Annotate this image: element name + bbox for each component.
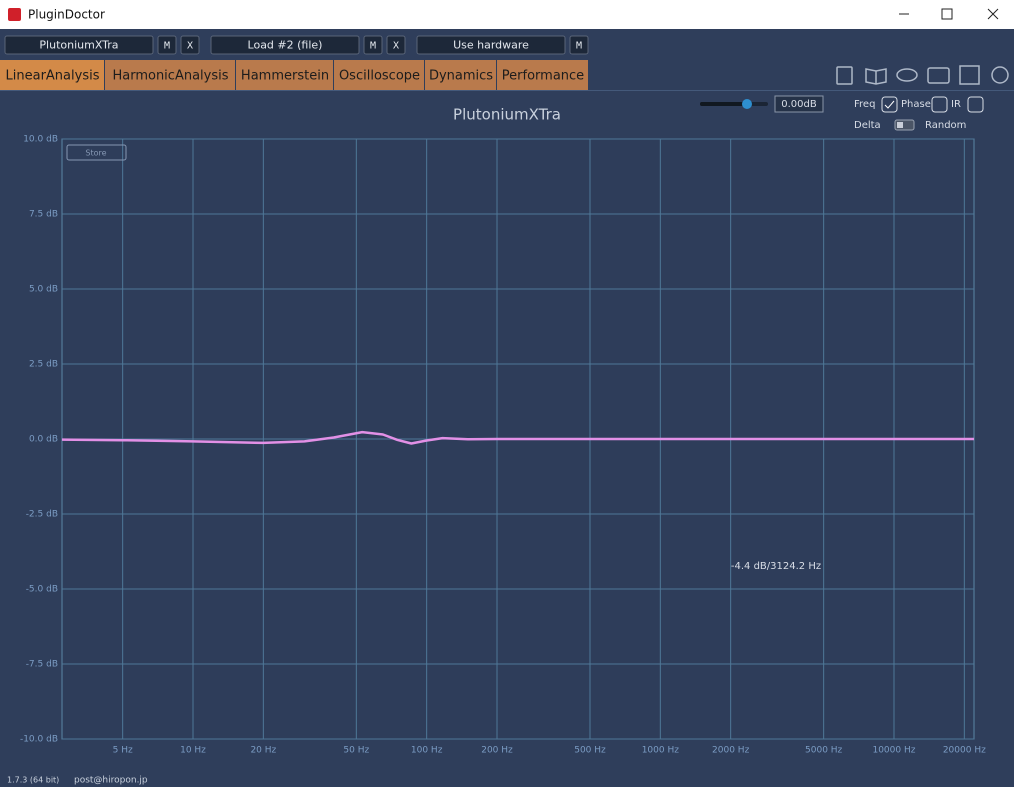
toolbar-button-label: M	[370, 41, 376, 52]
app-icon	[8, 8, 21, 21]
contact: post@hiropon.jp	[74, 776, 148, 786]
random-label: Random	[925, 120, 966, 131]
compare-icon[interactable]	[959, 65, 980, 85]
toolbar-button-label: X	[187, 41, 193, 52]
tab[interactable]	[105, 60, 235, 90]
tab[interactable]	[236, 60, 333, 90]
x-tick-label: 100 Hz	[411, 746, 443, 756]
y-tick-label: 0.0 dB	[29, 435, 58, 445]
tab-label: Hammerstein	[241, 69, 329, 84]
y-tick-label: 2.5 dB	[29, 360, 58, 370]
y-tick-label: 5.0 dB	[29, 285, 58, 295]
x-tick-label: 5000 Hz	[805, 746, 843, 756]
toolbar-field[interactable]	[4, 35, 154, 55]
delta-label: Delta	[854, 120, 881, 131]
tab[interactable]	[425, 60, 496, 90]
toolbar-field-label: Use hardware	[453, 39, 529, 52]
toolbar-field-label: PlutoniumXTra	[39, 39, 118, 52]
x-tick-label: 1000 Hz	[642, 746, 680, 756]
gain-slider-fill	[700, 102, 747, 106]
tab[interactable]	[497, 60, 588, 90]
toolbar-field-label: Load #2 (file)	[248, 39, 323, 52]
x-tick-label: 10 Hz	[180, 746, 206, 756]
gain-box[interactable]	[774, 95, 824, 113]
window-title: PluginDoctor	[28, 8, 105, 22]
ir-label: IR	[951, 99, 961, 110]
store-button[interactable]	[66, 144, 127, 161]
tab-label: Oscilloscope	[339, 69, 420, 84]
tab-label: HarmonicAnalysis	[112, 69, 228, 84]
toolbar-button[interactable]	[386, 35, 406, 55]
title-bar	[0, 0, 1014, 29]
y-tick-label: -10.0 dB	[20, 735, 58, 745]
tab-label: LinearAnalysis	[6, 69, 100, 84]
icon-bar	[836, 65, 1009, 85]
x-tick-label: 200 Hz	[481, 746, 513, 756]
x-tick-label: 5 Hz	[113, 746, 133, 756]
freq-checkbox[interactable]	[881, 96, 898, 113]
y-tick-label: 7.5 dB	[29, 210, 58, 220]
x-tick-label: 10000 Hz	[872, 746, 915, 756]
tab[interactable]	[0, 60, 104, 90]
y-tick-label: -2.5 dB	[26, 510, 58, 520]
version: 1.7.3 (64 bit)	[7, 776, 59, 785]
ir-checkbox[interactable]	[967, 96, 984, 113]
store-label: Store	[85, 149, 106, 158]
x-tick-label: 20000 Hz	[943, 746, 986, 756]
toolbar-field[interactable]	[210, 35, 360, 55]
toolbar-button[interactable]	[157, 35, 177, 55]
x-tick-label: 500 Hz	[574, 746, 606, 756]
toolbar-button[interactable]	[180, 35, 200, 55]
book-icon[interactable]	[865, 68, 887, 85]
phase-checkbox[interactable]	[931, 96, 948, 113]
toolbar-button[interactable]	[363, 35, 383, 55]
x-tick-label: 20 Hz	[250, 746, 276, 756]
plot: 10.0 dB 7.5 dB 5.0 dB 2.5 dB 0.0 dB -2.5 dB -5…	[20, 135, 986, 756]
x-tick-label: 2000 Hz	[712, 746, 750, 756]
phase-label: Phase	[901, 99, 931, 110]
settings-icon[interactable]	[991, 66, 1009, 84]
tab[interactable]	[334, 60, 424, 90]
response-curve	[61, 430, 974, 445]
report-icon[interactable]	[836, 66, 853, 85]
x-tick-label: 50 Hz	[343, 746, 369, 756]
checkmark	[884, 100, 895, 109]
freq-label: Freq	[854, 99, 875, 110]
eye-icon[interactable]	[896, 68, 918, 82]
toolbar-button-label: X	[393, 41, 399, 52]
toolbar-button[interactable]	[569, 35, 589, 55]
toolbar-button-label: M	[576, 41, 582, 52]
camera-icon[interactable]	[927, 67, 950, 84]
gain-value: 0.00dB	[781, 99, 817, 110]
maximize-button[interactable]	[941, 8, 953, 20]
toolbar-button-label: M	[164, 41, 170, 52]
separator	[0, 90, 1014, 91]
toggle-knob	[897, 122, 903, 128]
y-tick-label: 10.0 dB	[23, 135, 58, 145]
cursor-readout: -4.4 dB/3124.2 Hz	[731, 561, 821, 572]
tab-label: Dynamics	[429, 69, 493, 84]
chart-title: PlutoniumXTra	[453, 106, 561, 124]
y-tick-label: -7.5 dB	[26, 660, 58, 670]
tab-label: Performance	[502, 69, 584, 84]
y-tick-label: -5.0 dB	[26, 585, 58, 595]
close-button[interactable]	[987, 8, 999, 20]
toolbar-field[interactable]	[416, 35, 566, 55]
gain-slider-knob[interactable]	[742, 99, 752, 109]
